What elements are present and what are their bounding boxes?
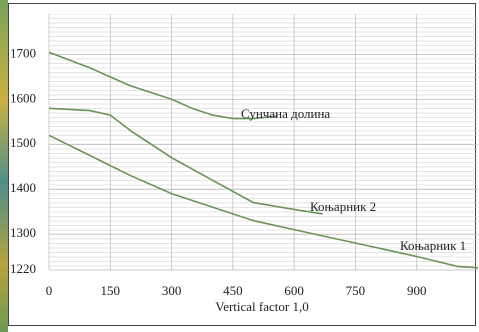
x-tick-label: 0 — [46, 283, 53, 298]
series-label: Сунчана долина — [241, 106, 330, 121]
x-axis-label: Vertical factor 1,0 — [215, 299, 308, 314]
x-tick-label: 750 — [346, 283, 366, 298]
series-label: Коњарник 2 — [310, 199, 376, 214]
x-tick-label: 150 — [101, 283, 121, 298]
y-tick-label: 1300 — [10, 225, 36, 240]
x-tick-label: 600 — [284, 283, 304, 298]
y-tick-label: 1400 — [10, 180, 36, 195]
y-tick-label: 1700 — [10, 45, 36, 60]
minor-grid — [49, 14, 478, 270]
series-label: Коњарник 1 — [400, 238, 466, 253]
chart: Vertical factor 1,0 12201300140015001600… — [0, 0, 479, 332]
y-tick-label: 1600 — [10, 90, 36, 105]
x-tick-label: 900 — [407, 283, 427, 298]
map-strip — [0, 0, 8, 332]
x-tick-label: 450 — [223, 283, 243, 298]
y-tick-label: 1500 — [10, 135, 36, 150]
x-tick-label: 300 — [162, 283, 182, 298]
y-tick-label: 1220 — [10, 261, 36, 276]
